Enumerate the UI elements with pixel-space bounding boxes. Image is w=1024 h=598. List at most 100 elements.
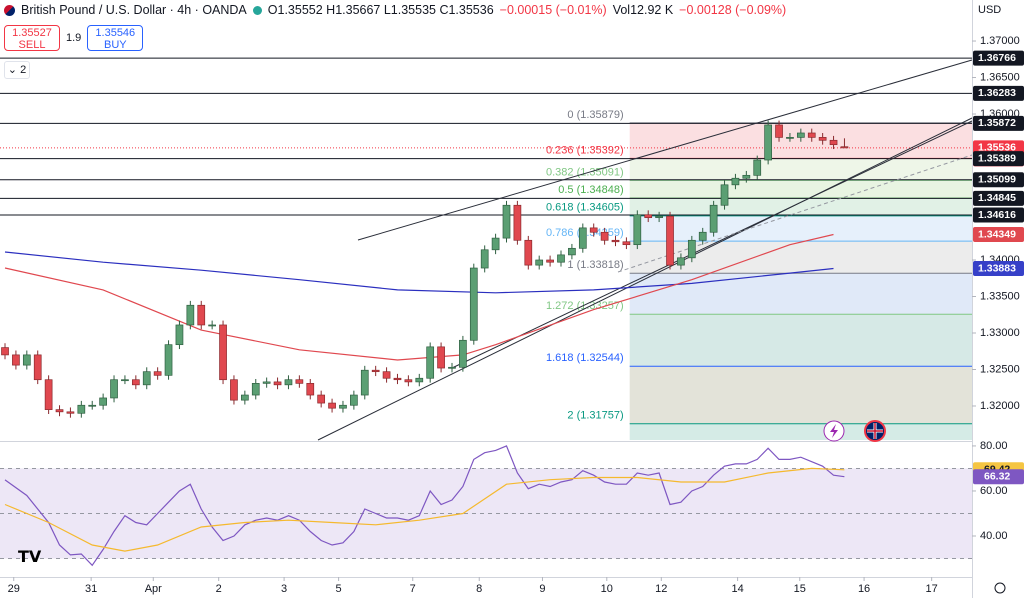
candle-body (557, 254, 565, 263)
candle-body (775, 124, 783, 138)
candle-body (306, 383, 315, 396)
candle-body (459, 339, 467, 368)
candle-body (807, 132, 816, 138)
y-tick-label: 1.37000 (980, 35, 1020, 47)
candle-body (164, 344, 173, 376)
event-icon-glyph (830, 424, 838, 438)
fib-label: 0.382 (1.35091) (546, 166, 624, 178)
candle-body (546, 259, 554, 263)
x-tick-label: 14 (731, 583, 743, 595)
fib-label: 2 (1.31757) (567, 410, 623, 422)
trend-line (317, 117, 973, 441)
price-tag (973, 151, 1024, 167)
fib-label: 1 (1.33818) (567, 259, 623, 271)
x-tick-label: 29 (8, 583, 20, 595)
fib-band (629, 314, 972, 367)
trend-line (451, 120, 973, 369)
candle-body (829, 139, 838, 146)
candle-body (709, 204, 718, 233)
candle-body (153, 371, 162, 376)
candle-body (360, 369, 369, 396)
price-tag-label: 1.36766 (978, 52, 1016, 64)
price-tag (973, 172, 1024, 188)
symbol-title[interactable]: British Pound / U.S. Dollar · 4h · OANDA (21, 3, 247, 17)
y-tick-label: 1.36500 (980, 71, 1020, 83)
candle-body (99, 397, 107, 406)
fib-band (629, 158, 972, 181)
fib-band (629, 198, 972, 216)
candle-body (262, 381, 271, 384)
candle-body (393, 377, 402, 381)
candle-body (22, 354, 31, 366)
y-tick-label: 1.32500 (980, 363, 1020, 375)
sell-label: SELL (18, 39, 46, 51)
fib-label: 0.236 (1.35392) (546, 144, 624, 156)
currency[interactable]: USD (978, 4, 1002, 16)
price-tag (973, 227, 1024, 243)
y-tick-label: 1.32000 (980, 400, 1020, 412)
trade-panel: 1.35527 SELL 1.9 1.35546 BUY (4, 25, 144, 51)
candle-body (186, 304, 195, 326)
price-tag-label: 1.35872 (978, 117, 1016, 129)
candle-body (589, 227, 598, 233)
settings-icon[interactable] (994, 582, 1006, 594)
candle-body (698, 231, 707, 241)
price-tag-label: 1.34845 (978, 192, 1016, 204)
candle-body (469, 267, 478, 341)
trend-line (617, 154, 973, 273)
x-tick-label: 10 (601, 583, 613, 595)
candle-body (600, 231, 609, 241)
x-tick-label: 15 (794, 583, 806, 595)
buy-label: BUY (103, 39, 127, 51)
candle-body (197, 304, 206, 326)
x-tick-label: 31 (85, 583, 97, 595)
candle-body (753, 159, 762, 176)
candle-body (764, 124, 772, 161)
trend-line (357, 59, 973, 241)
candle-body (295, 379, 304, 384)
candle-body (230, 379, 238, 401)
x-tick-label: 7 (410, 583, 416, 595)
candle-body (524, 239, 533, 266)
header: British Pound / U.S. Dollar · 4h · OANDA… (4, 3, 786, 17)
price-tag (973, 207, 1024, 223)
candle-body (535, 259, 544, 266)
candle-body (796, 132, 805, 138)
indicator-count: 2 (20, 64, 27, 76)
price-tag-label: 1.35536 (978, 142, 1016, 154)
candle-body (568, 247, 576, 256)
candle-body (655, 215, 663, 219)
candle-body (720, 184, 729, 206)
candle-body (12, 354, 20, 366)
candle-body (666, 215, 674, 266)
candle-body (611, 239, 620, 243)
fib-label: 0 (1.35879) (567, 109, 623, 121)
candle-body (339, 404, 347, 409)
price-tag (973, 85, 1024, 101)
volume-change: −0.00128 (−0.09%) (679, 3, 787, 17)
x-tick-label: 3 (281, 583, 287, 595)
candle-body (502, 204, 511, 239)
candle-body (622, 241, 631, 246)
fib-label: 1.272 (1.33257) (546, 300, 624, 312)
volume: Vol12.92 K (612, 3, 674, 17)
indicator-toggle[interactable]: ⌄ 2 (4, 61, 30, 79)
candle-body (175, 324, 184, 346)
candle-body (77, 404, 86, 414)
candle-body (328, 402, 336, 409)
rsi-line (4, 467, 845, 552)
candle-body (66, 411, 75, 414)
candle-body (415, 377, 424, 383)
sell-button[interactable]: 1.35527 SELL (4, 25, 60, 51)
x-tick-label: 17 (926, 583, 938, 595)
buy-button[interactable]: 1.35546 BUY (87, 25, 144, 51)
price-tag-label: 1.34616 (978, 209, 1016, 221)
candle-body (437, 346, 445, 369)
candle-body (1, 347, 9, 356)
candle-body (55, 409, 64, 413)
moving-average (4, 251, 834, 294)
fib-label: 0.618 (1.34605) (546, 202, 624, 214)
candle-body (382, 371, 391, 379)
candle-body (208, 324, 216, 327)
